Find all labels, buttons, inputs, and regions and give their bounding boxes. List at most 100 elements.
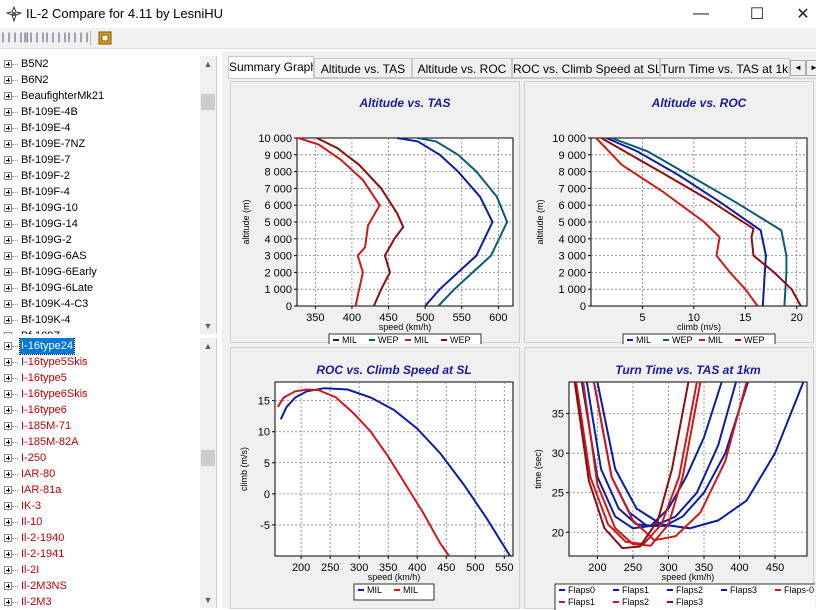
plane-list-item[interactable]: Il-2M3NS [0, 578, 200, 594]
expand-icon[interactable] [4, 300, 12, 308]
maximize-button[interactable]: ☐ [749, 6, 765, 23]
expand-icon[interactable] [4, 140, 12, 148]
toolbar-button-1[interactable]: ||||| [0, 32, 31, 43]
expand-icon[interactable] [4, 470, 12, 478]
expand-icon[interactable] [4, 582, 12, 590]
y-tick-label: 1 000 [558, 284, 586, 296]
plane-list-item[interactable]: Bf-109G-14 [0, 216, 200, 232]
expand-icon[interactable] [4, 76, 12, 84]
plane-list-item[interactable]: Il-2-1940 [0, 530, 200, 546]
expand-icon[interactable] [4, 156, 12, 164]
expand-icon[interactable] [4, 236, 12, 244]
expand-icon[interactable] [4, 316, 12, 324]
x-tick-label: 500 [466, 562, 484, 574]
plane-list-bottom-scrollbar[interactable]: ▲ ▼ [200, 338, 216, 608]
minimize-button[interactable]: — [693, 5, 709, 22]
tab-roc-vs-climb-speed[interactable]: ROC vs. Climb Speed at SL [512, 58, 660, 78]
plane-list-item[interactable]: IAR-80 [0, 466, 200, 482]
plane-list-item[interactable]: I-16type6 [0, 402, 200, 418]
legend-entry: Flaps1 [568, 597, 595, 607]
expand-icon[interactable] [4, 252, 12, 260]
plane-list-item[interactable]: I-250 [0, 450, 200, 466]
tab-turn-time-vs-tas[interactable]: Turn Time vs. TAS at 1km [660, 58, 790, 78]
x-tick-label: 550 [495, 562, 513, 574]
tab-scroll-right-icon[interactable]: ► [806, 60, 816, 76]
expand-icon[interactable] [4, 124, 12, 132]
plane-list-item[interactable]: Il-2-1941 [0, 546, 200, 562]
expand-icon[interactable] [4, 188, 12, 196]
expand-icon[interactable] [4, 390, 12, 398]
plane-list-item[interactable]: Bf-109F-4 [0, 184, 200, 200]
plane-list-item[interactable]: Il-2I [0, 562, 200, 578]
plane-list-item[interactable]: B5N2 [0, 56, 200, 72]
expand-icon[interactable] [4, 374, 12, 382]
expand-icon[interactable] [4, 108, 12, 116]
plane-list-item[interactable]: Il-2M3 [0, 594, 200, 608]
expand-icon[interactable] [4, 358, 12, 366]
plane-list-item[interactable]: Bf-109G-6Early [0, 264, 200, 280]
expand-icon[interactable] [4, 438, 12, 446]
toolbar-button-3[interactable]: |||| [44, 32, 69, 43]
plane-list-item[interactable]: BeaufighterMk21 [0, 88, 200, 104]
close-button[interactable]: ✕ [796, 6, 810, 23]
plane-list-item[interactable]: Bf-109E-7 [0, 152, 200, 168]
expand-icon[interactable] [4, 172, 12, 180]
plane-list-item[interactable]: Bf-109K-4-C3 [0, 296, 200, 312]
scroll-down-icon[interactable]: ▼ [203, 595, 213, 605]
y-axis-label: climb (m/s) [239, 447, 249, 491]
tab-altitude-vs-roc[interactable]: Altitude vs. ROC [412, 58, 512, 78]
expand-icon[interactable] [4, 422, 12, 430]
plane-list-item[interactable]: Il-10 [0, 514, 200, 530]
expand-icon[interactable] [4, 486, 12, 494]
scroll-down-icon[interactable]: ▼ [203, 321, 213, 331]
expand-icon[interactable] [4, 92, 12, 100]
expand-icon[interactable] [4, 268, 12, 276]
plane-list-item[interactable]: Bf-109E-4B [0, 104, 200, 120]
expand-icon[interactable] [4, 332, 12, 334]
expand-icon[interactable] [4, 502, 12, 510]
plane-list-item[interactable]: I-16type5 [0, 370, 200, 386]
tree-connector [12, 394, 18, 395]
plane-list-item[interactable]: I-16type24 [0, 338, 200, 355]
scroll-up-icon[interactable]: ▲ [203, 341, 213, 351]
plane-list-item[interactable]: I-185M-82A [0, 434, 200, 450]
plane-list-item[interactable]: IAR-81a [0, 482, 200, 498]
expand-icon[interactable] [4, 204, 12, 212]
scroll-thumb[interactable] [201, 450, 215, 466]
plane-list-item[interactable]: Bf-109G-6AS [0, 248, 200, 264]
plane-list-item[interactable]: Bf-109G-6Late [0, 280, 200, 296]
scroll-up-icon[interactable]: ▲ [203, 59, 213, 69]
tab-scroll-left-icon[interactable]: ◄ [790, 60, 806, 76]
plane-list-item[interactable]: Bf-109G-10 [0, 200, 200, 216]
expand-icon[interactable] [4, 534, 12, 542]
plane-list-item[interactable]: I-185M-71 [0, 418, 200, 434]
plane-list-item[interactable]: Bf-109Z [0, 328, 200, 334]
y-tick-label: 7 000 [264, 183, 292, 195]
expand-icon[interactable] [4, 566, 12, 574]
expand-icon[interactable] [4, 550, 12, 558]
expand-icon[interactable] [4, 518, 12, 526]
export-icon[interactable] [97, 30, 113, 46]
plane-list-item[interactable]: Bf-109K-4 [0, 312, 200, 328]
expand-icon[interactable] [4, 220, 12, 228]
plane-list-item[interactable]: B6N2 [0, 72, 200, 88]
expand-icon[interactable] [4, 454, 12, 462]
toolbar-button-2[interactable]: |||| [22, 32, 47, 43]
tab-altitude-vs-tas[interactable]: Altitude vs. TAS [314, 58, 412, 78]
plane-list-item[interactable]: Bf-109F-2 [0, 168, 200, 184]
expand-icon[interactable] [4, 342, 12, 350]
tab-summary-graph[interactable]: Summary Graph [228, 56, 314, 79]
plane-list-item[interactable]: Bf-109G-2 [0, 232, 200, 248]
plane-list-item[interactable]: I-16type5Skis [0, 354, 200, 370]
plane-list-item[interactable]: Bf-109E-4 [0, 120, 200, 136]
toolbar-button-4[interactable]: |||| [66, 32, 91, 43]
expand-icon[interactable] [4, 598, 12, 606]
expand-icon[interactable] [4, 284, 12, 292]
expand-icon[interactable] [4, 406, 12, 414]
expand-icon[interactable] [4, 60, 12, 68]
scroll-thumb[interactable] [201, 94, 215, 110]
plane-list-item[interactable]: I-16type6Skis [0, 386, 200, 402]
plane-list-top-scrollbar[interactable]: ▲ ▼ [200, 56, 216, 334]
plane-list-item[interactable]: IK-3 [0, 498, 200, 514]
plane-list-item[interactable]: Bf-109E-7NZ [0, 136, 200, 152]
